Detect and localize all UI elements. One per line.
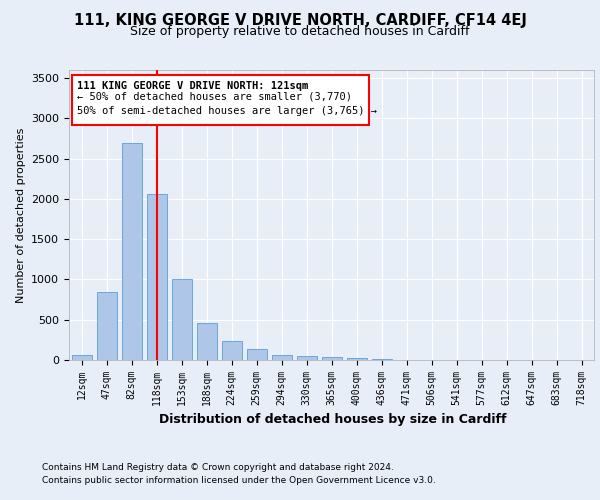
- Bar: [296, 356, 317, 360]
- Bar: [271, 355, 292, 360]
- Text: Size of property relative to detached houses in Cardiff: Size of property relative to detached ho…: [130, 25, 470, 38]
- Text: 50% of semi-detached houses are larger (3,765) →: 50% of semi-detached houses are larger (…: [77, 106, 377, 116]
- Bar: [197, 323, 217, 360]
- Bar: [146, 194, 167, 360]
- Text: Contains HM Land Registry data © Crown copyright and database right 2024.: Contains HM Land Registry data © Crown c…: [42, 462, 394, 471]
- Bar: [347, 358, 367, 360]
- Text: 111, KING GEORGE V DRIVE NORTH, CARDIFF, CF14 4EJ: 111, KING GEORGE V DRIVE NORTH, CARDIFF,…: [74, 12, 526, 28]
- Text: Distribution of detached houses by size in Cardiff: Distribution of detached houses by size …: [159, 412, 507, 426]
- Bar: [371, 359, 392, 360]
- Bar: [172, 280, 191, 360]
- Bar: [221, 342, 241, 360]
- Bar: [97, 292, 116, 360]
- Y-axis label: Number of detached properties: Number of detached properties: [16, 128, 26, 302]
- Text: 111 KING GEORGE V DRIVE NORTH: 121sqm: 111 KING GEORGE V DRIVE NORTH: 121sqm: [77, 82, 308, 92]
- FancyBboxPatch shape: [72, 75, 369, 125]
- Text: ← 50% of detached houses are smaller (3,770): ← 50% of detached houses are smaller (3,…: [77, 92, 352, 102]
- Text: Contains public sector information licensed under the Open Government Licence v3: Contains public sector information licen…: [42, 476, 436, 485]
- Bar: [247, 348, 266, 360]
- Bar: [121, 142, 142, 360]
- Bar: [322, 357, 341, 360]
- Bar: [71, 355, 91, 360]
